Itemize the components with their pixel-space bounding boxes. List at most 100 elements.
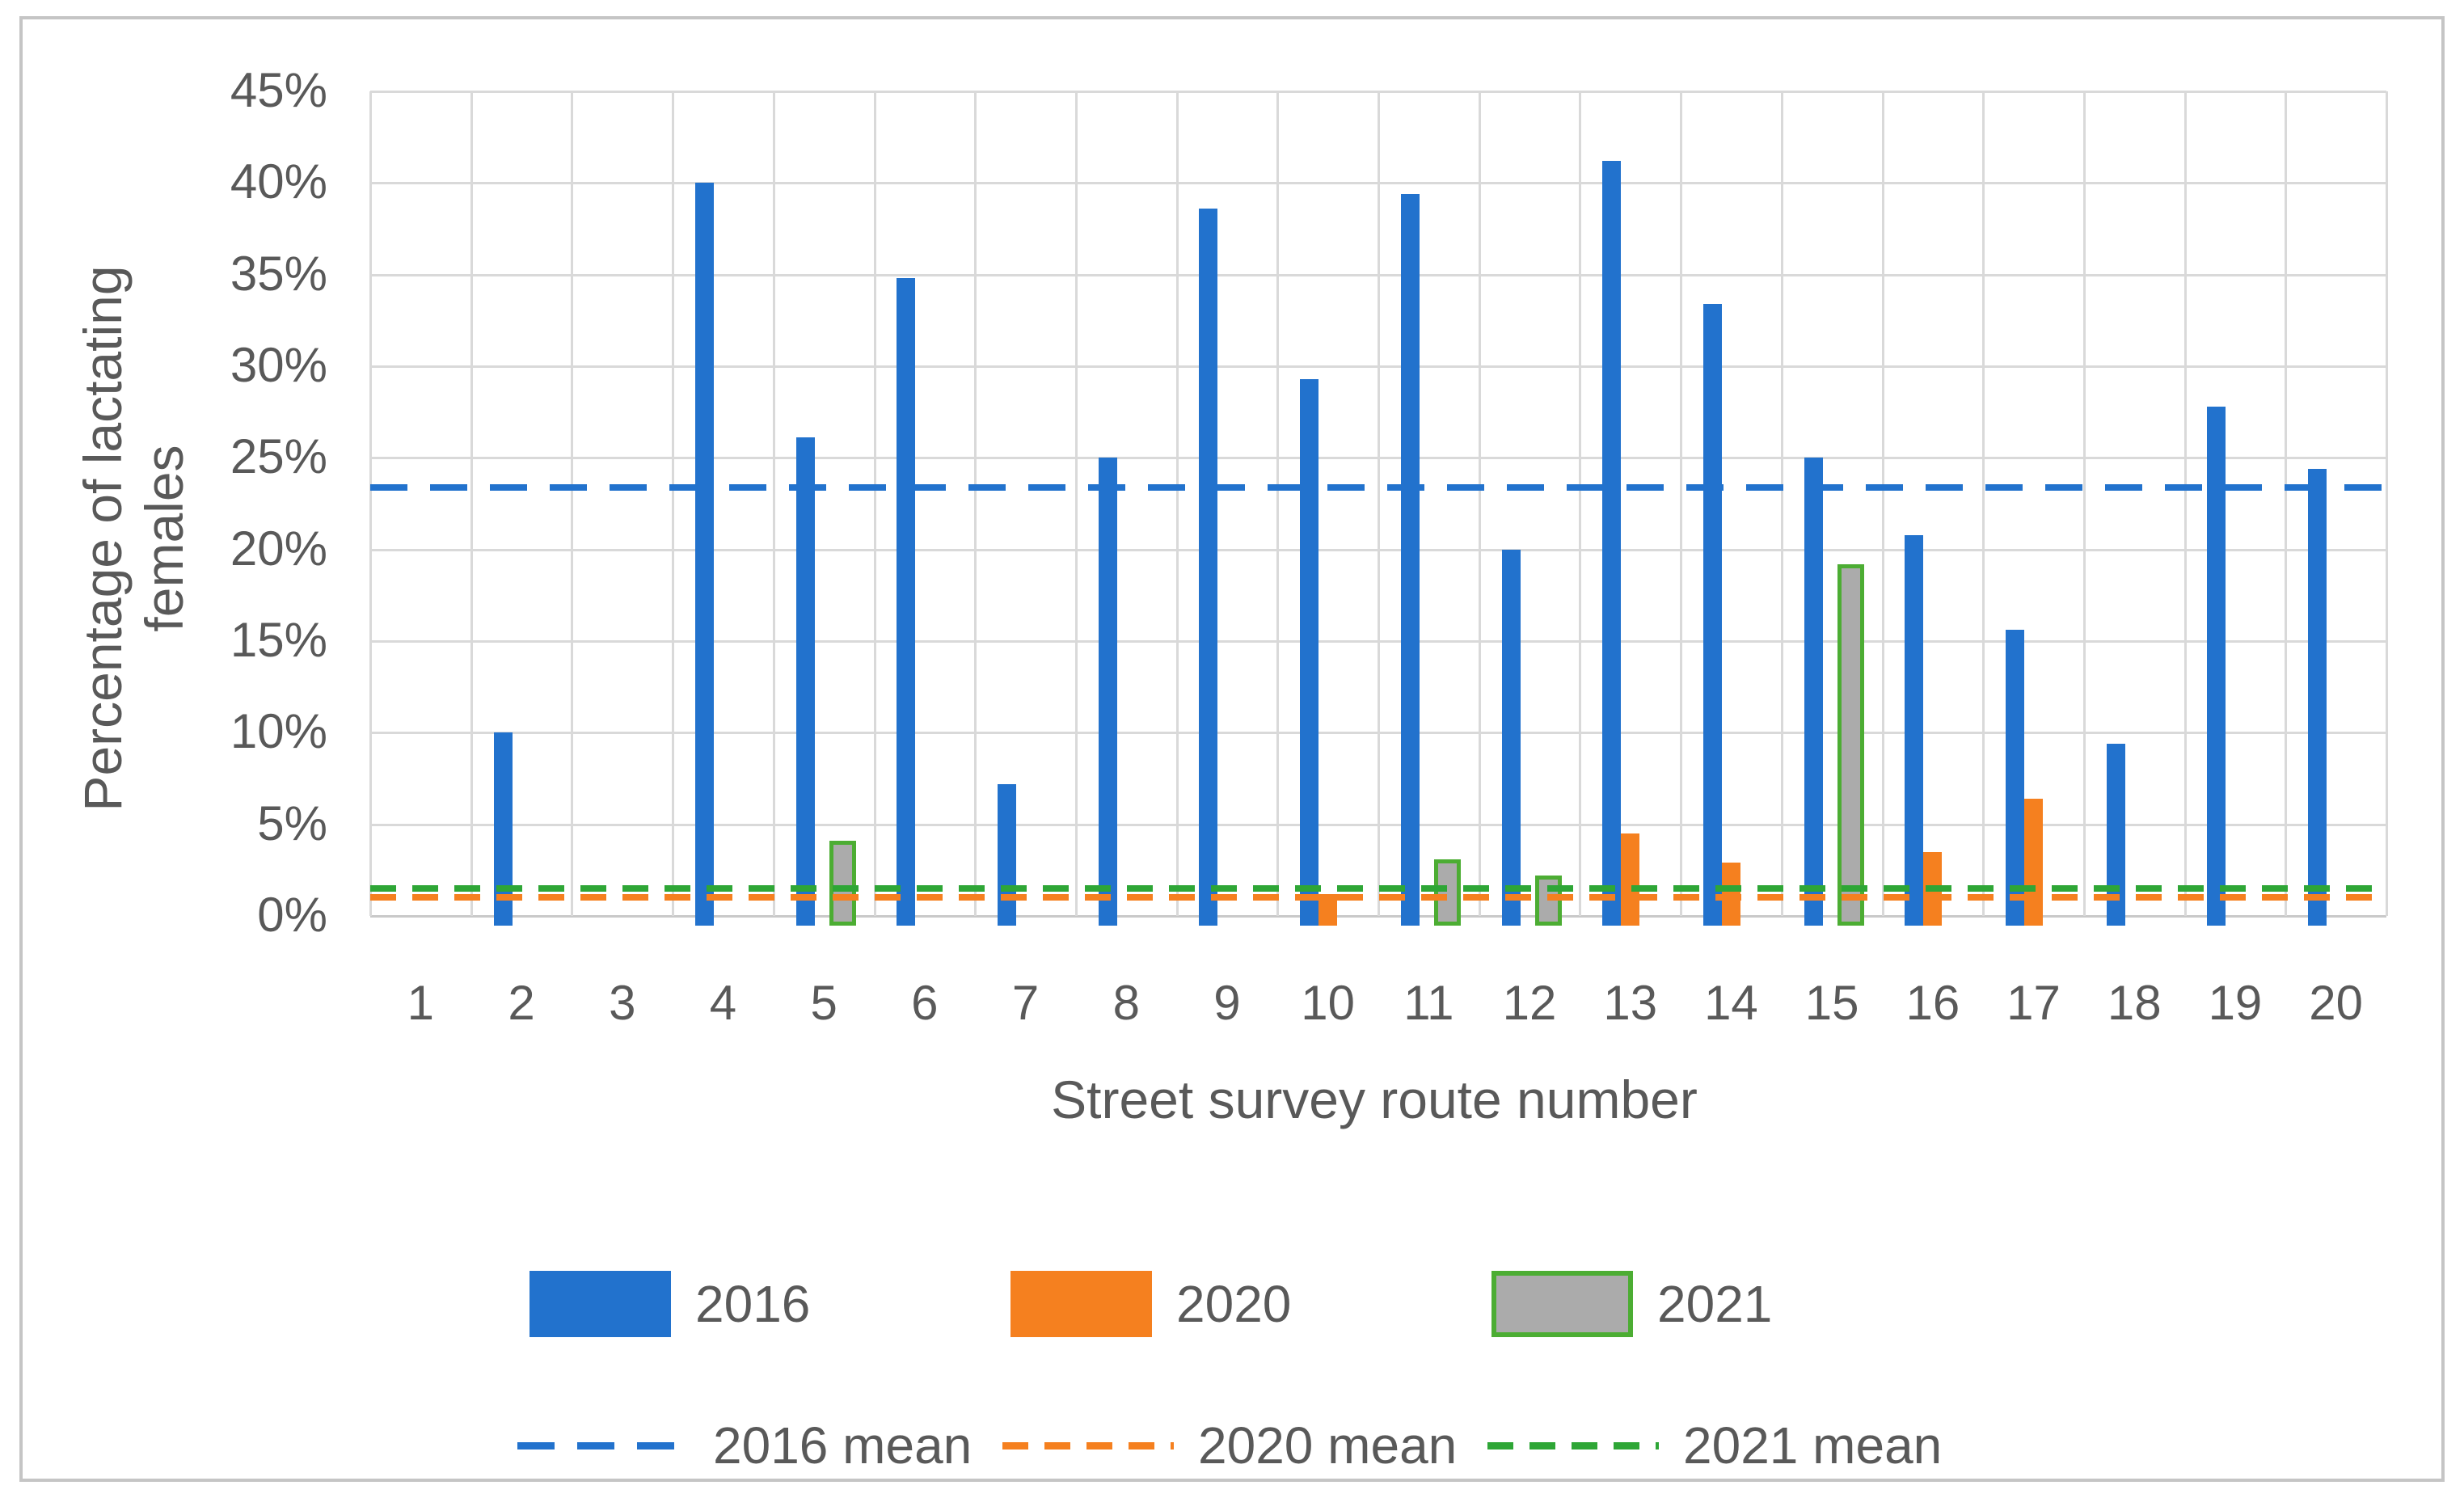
y-axis-tick-label: 20% xyxy=(230,521,327,576)
x-gridline xyxy=(1074,91,1078,916)
x-gridline xyxy=(2183,91,2187,916)
legend-swatch-2016-bar xyxy=(530,1271,671,1337)
bar-2021-route-11 xyxy=(1433,859,1461,926)
bar-2020-route-10 xyxy=(1318,893,1338,926)
x-axis-tick-label: 13 xyxy=(1603,976,1658,1030)
x-gridline xyxy=(470,91,473,916)
x-gridline xyxy=(1680,91,1683,916)
legend-label-2016: 2016 xyxy=(695,1275,811,1333)
x-axis-tick-label: 14 xyxy=(1704,976,1758,1030)
bar-2016-route-4 xyxy=(694,183,714,926)
x-gridline xyxy=(1780,91,1783,916)
x-axis-tick-label: 3 xyxy=(609,976,636,1030)
legend-swatch-2020-bar xyxy=(1010,1271,1152,1337)
x-gridline xyxy=(772,91,775,916)
y-axis-tick-label: 25% xyxy=(230,429,327,484)
x-gridline xyxy=(2386,91,2388,916)
x-axis-tick-label: 18 xyxy=(2107,976,2162,1030)
x-axis-tick-label: 11 xyxy=(1403,976,1454,1030)
bar-2016-route-9 xyxy=(1199,209,1218,926)
x-gridline xyxy=(369,91,372,916)
x-axis-tick-label: 15 xyxy=(1804,976,1859,1030)
y-axis-tick-label: 35% xyxy=(230,246,327,301)
x-axis-title: Street survey route number xyxy=(1051,1070,1698,1129)
x-gridline xyxy=(2285,91,2288,916)
bar-2021-route-5 xyxy=(829,841,856,926)
legend-item-2021: 2021 xyxy=(1491,1271,1772,1337)
x-axis-tick-label: 2 xyxy=(508,976,535,1030)
x-axis-tick-label: 16 xyxy=(1905,976,1960,1030)
mean-line-2020-mean xyxy=(370,894,2386,901)
x-gridline xyxy=(974,91,977,916)
mean-line-2016-mean xyxy=(370,483,2386,491)
bar-2016-route-20 xyxy=(2308,468,2327,926)
legend-label-2020-mean: 2020 mean xyxy=(1198,1416,1458,1475)
y-axis-tick-label: 0% xyxy=(257,888,327,942)
x-axis-tick-label: 1 xyxy=(407,976,435,1030)
legend-swatch-2020-mean-line xyxy=(1002,1441,1174,1449)
y-axis-title: Percentage of lactating females xyxy=(73,265,194,812)
bar-2016-route-18 xyxy=(2106,743,2125,926)
y-axis-tick-label: 45% xyxy=(230,62,327,117)
x-gridline xyxy=(1378,91,1380,916)
bar-2016-route-5 xyxy=(795,437,815,926)
y-axis-tick-label: 10% xyxy=(230,704,327,759)
x-gridline xyxy=(1478,91,1481,916)
x-gridline xyxy=(2082,91,2086,916)
legend-label-2016-mean: 2016 mean xyxy=(713,1416,973,1475)
x-axis-tick-label: 9 xyxy=(1213,976,1241,1030)
x-axis-tick-label: 20 xyxy=(2309,976,2364,1030)
legend-item-2020-mean: 2020 mean xyxy=(1002,1416,1457,1475)
bar-2016-route-16 xyxy=(1905,534,1924,926)
legend-label-2021-mean: 2021 mean xyxy=(1683,1416,1943,1475)
x-axis-tick-label: 8 xyxy=(1112,976,1140,1030)
x-axis-tick-label: 5 xyxy=(810,976,838,1030)
legend-item-2016-mean: 2016 mean xyxy=(517,1416,972,1475)
x-axis-tick-label: 10 xyxy=(1301,976,1356,1030)
x-gridline xyxy=(873,91,876,916)
x-axis-tick-label: 6 xyxy=(911,976,939,1030)
bar-2016-route-14 xyxy=(1702,303,1722,926)
legend-swatch-2021-bar xyxy=(1491,1271,1633,1337)
bar-2016-route-7 xyxy=(998,783,1017,926)
bar-2016-route-13 xyxy=(1602,161,1622,926)
x-gridline xyxy=(1982,91,1985,916)
legend-label-2021: 2021 xyxy=(1657,1275,1773,1333)
x-gridline xyxy=(1276,91,1280,916)
x-gridline xyxy=(1175,91,1179,916)
x-axis-tick-label: 19 xyxy=(2208,976,2263,1030)
x-gridline xyxy=(672,91,675,916)
x-gridline xyxy=(571,91,574,916)
bar-2016-route-10 xyxy=(1300,378,1319,926)
y-gridline xyxy=(370,915,2386,918)
bar-2020-route-14 xyxy=(1721,863,1740,926)
bar-2016-route-2 xyxy=(493,732,513,926)
y-axis-tick-label: 40% xyxy=(230,154,327,209)
legend-swatch-2016-mean-line xyxy=(517,1441,689,1449)
legend-item-2020: 2020 xyxy=(1010,1271,1291,1337)
bar-2016-route-17 xyxy=(2006,630,2025,926)
legend-label-2020: 2020 xyxy=(1176,1275,1292,1333)
legend-swatch-2021-mean-line xyxy=(1487,1441,1659,1449)
bar-2016-route-12 xyxy=(1501,549,1521,926)
legend-item-2021-mean: 2021 mean xyxy=(1487,1416,1942,1475)
x-axis-tick-label: 7 xyxy=(1011,976,1040,1030)
x-axis-tick-label: 17 xyxy=(2006,976,2061,1030)
bar-2016-route-8 xyxy=(1098,458,1117,926)
bar-2016-route-11 xyxy=(1400,193,1420,926)
x-axis-tick-label: 4 xyxy=(709,976,737,1030)
x-gridline xyxy=(1881,91,1884,916)
mean-line-2021-mean xyxy=(370,884,2386,892)
figure-border xyxy=(19,16,2445,1482)
bar-2016-route-6 xyxy=(897,278,916,926)
bar-2021-route-15 xyxy=(1837,563,1864,926)
y-axis-tick-label: 15% xyxy=(230,612,327,667)
bar-2016-route-19 xyxy=(2207,406,2226,926)
bar-2020-route-17 xyxy=(2024,798,2044,926)
y-axis-tick-label: 5% xyxy=(257,795,327,850)
bar-2020-route-13 xyxy=(1621,833,1640,926)
x-axis-tick-label: 12 xyxy=(1502,976,1557,1030)
y-axis-tick-label: 30% xyxy=(230,337,327,392)
x-gridline xyxy=(1579,91,1582,916)
